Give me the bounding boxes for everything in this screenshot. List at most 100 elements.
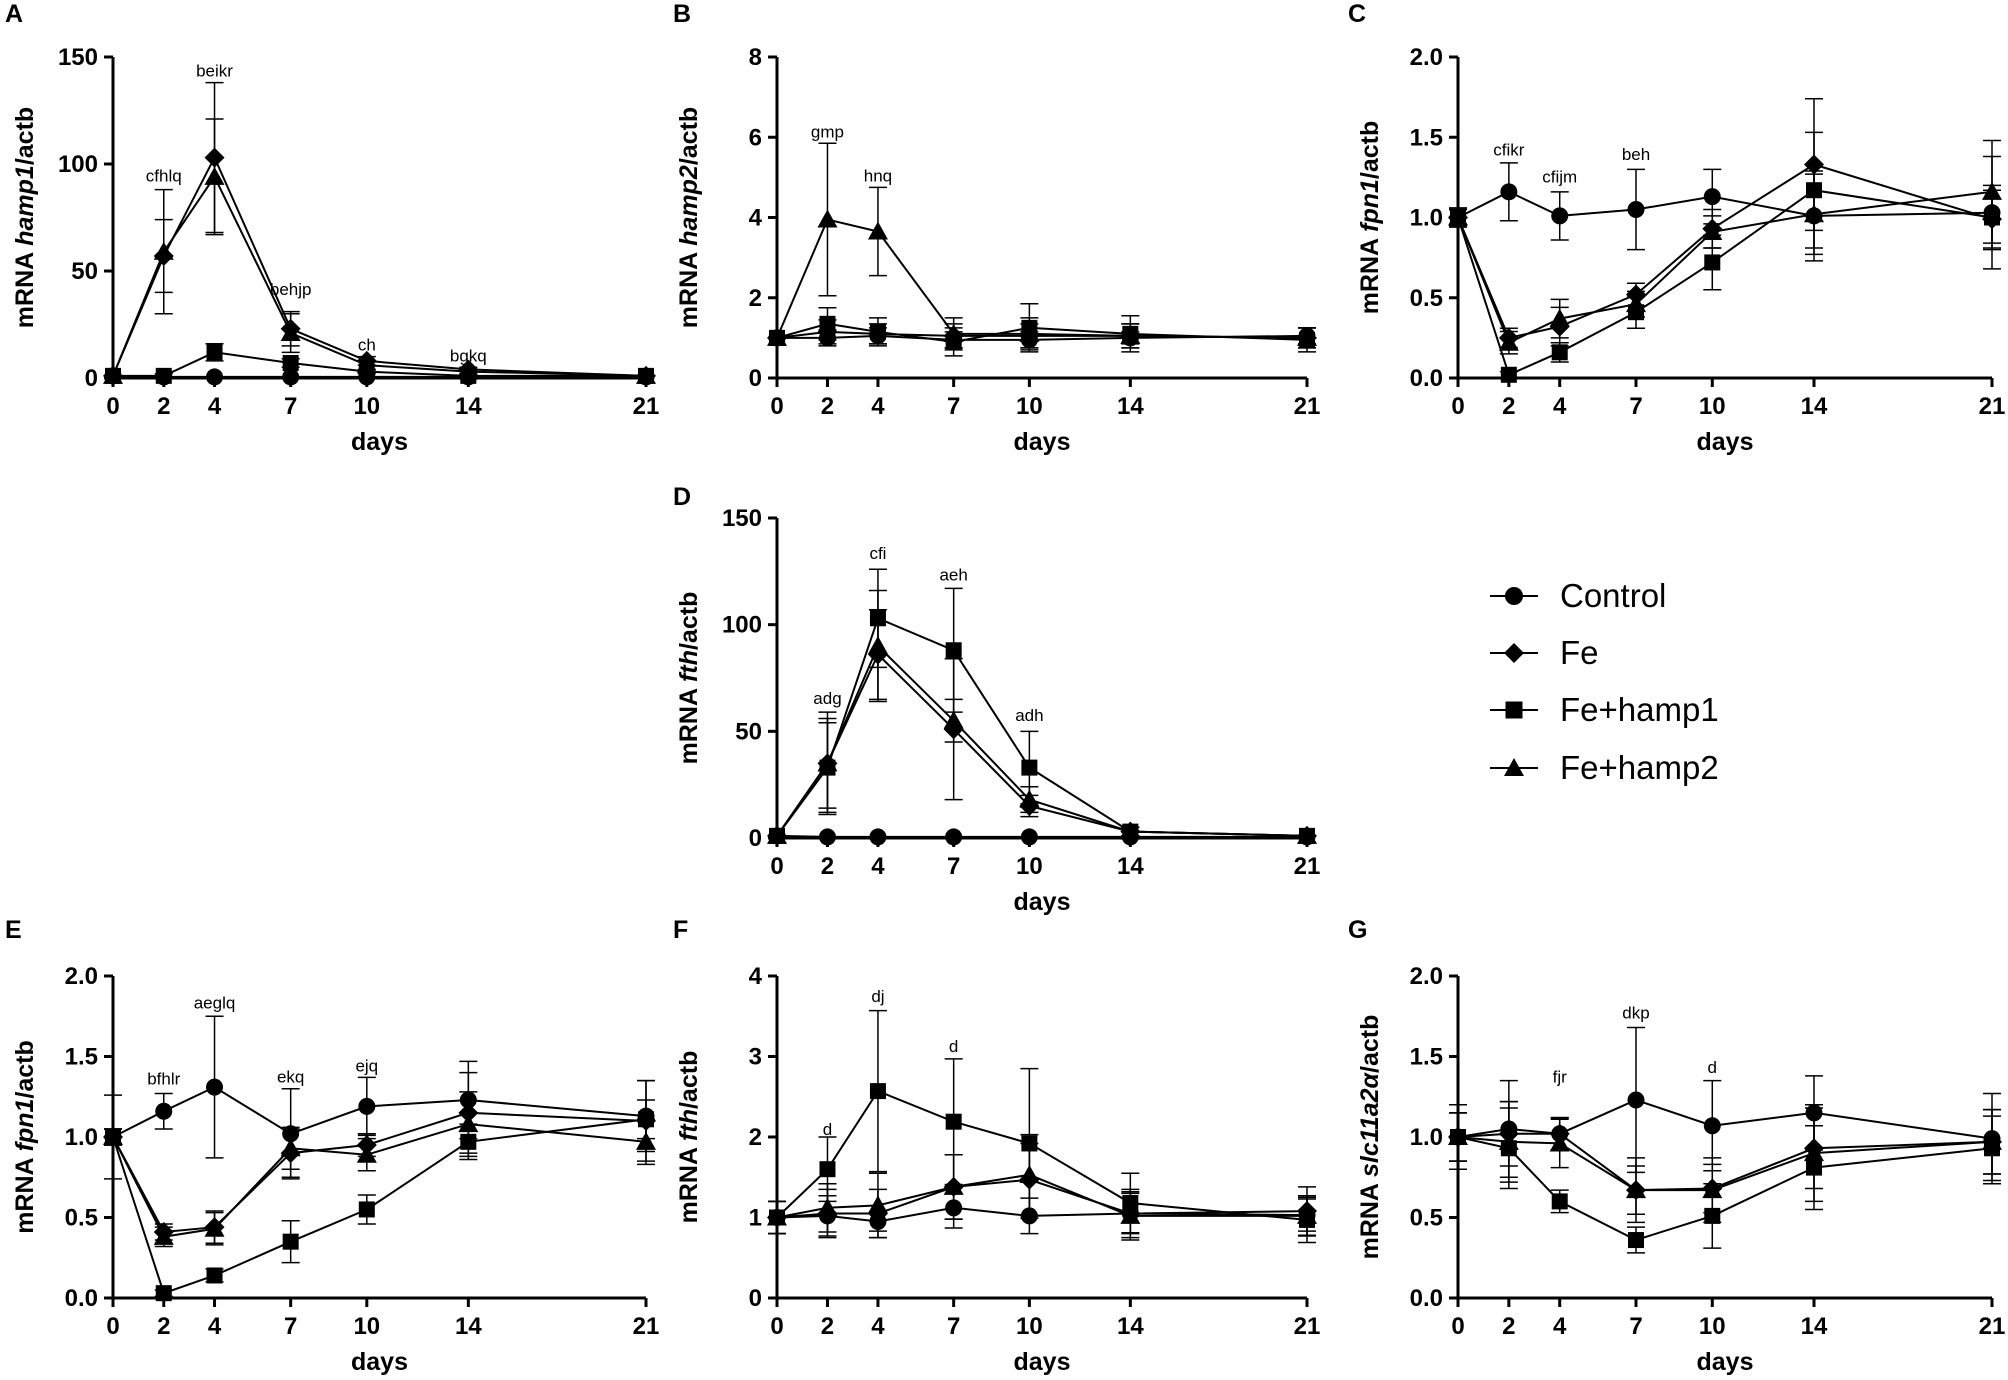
- y-tick-label-c-4: 2.0: [1410, 44, 1443, 71]
- point-a-fe-hamp2-2: [204, 166, 225, 185]
- point-e-fe-hamp1-1: [155, 1285, 172, 1302]
- point-c-fe-hamp2-5: [1804, 204, 1824, 223]
- x-tick-label-b-3: 7: [947, 393, 960, 420]
- point-c-fe-hamp1-4: [1704, 254, 1721, 271]
- x-tick-label-f-2: 4: [871, 1313, 885, 1340]
- x-tick-label-a-0: 0: [106, 393, 119, 420]
- point-g-fe-hamp2-1: [1498, 1131, 1519, 1150]
- legend-label-control: Control: [1560, 577, 1666, 614]
- x-tick-label-a-1: 2: [157, 393, 170, 420]
- point-g-fe-hamp2-0: [1448, 1127, 1468, 1145]
- legend-marker-fe-hamp2: [1504, 758, 1524, 776]
- annotation-d-0: adg: [813, 689, 841, 708]
- point-e-fe-hamp1-2: [206, 1267, 223, 1284]
- series-line-f-fe-hamp2: [776, 1173, 1307, 1219]
- y-tick-label-a-0: 0: [85, 365, 98, 392]
- x-axis-label-f: days: [1014, 1348, 1071, 1376]
- point-d-control-3: [945, 828, 963, 846]
- x-tick-label-f-0: 0: [770, 1313, 783, 1340]
- y-axis-label-d: mRNA fth/actb: [675, 592, 703, 765]
- point-d-fe-hamp2-4: [1019, 789, 1040, 808]
- x-tick-label-c-0: 0: [1451, 393, 1464, 420]
- x-tick-label-c-3: 7: [1629, 393, 1642, 420]
- series-c-fe-hamp1: [1449, 131, 2001, 383]
- legend-marker-fe-hamp1: [1505, 701, 1523, 719]
- y-tick-label-d-3: 150: [722, 505, 762, 532]
- x-tick-label-d-6: 21: [1294, 853, 1321, 880]
- panel-letter-f: F: [673, 916, 688, 944]
- series-g-fe-hamp2: [1448, 1100, 2002, 1224]
- x-tick-label-d-5: 14: [1117, 853, 1144, 880]
- point-d-fe-hamp2-1: [817, 753, 838, 772]
- point-e-fe-hamp1-3: [282, 1233, 299, 1250]
- point-c-fe-hamp2-0: [1448, 207, 1468, 226]
- point-b-fe-hamp2-2: [867, 221, 888, 240]
- point-g-fe-hamp2-3: [1626, 1180, 1646, 1199]
- x-tick-label-a-3: 7: [284, 393, 297, 420]
- x-tick-label-f-3: 7: [947, 1313, 960, 1340]
- annotation-a-2: behjp: [270, 280, 312, 299]
- legend-marker-fe: [1504, 643, 1524, 663]
- y-axis-label-suffix-d: /actb: [675, 592, 703, 650]
- annotation-e-0: bfhlr: [147, 1069, 180, 1088]
- y-axis-label-e: mRNA fpn1/actb: [11, 1040, 39, 1234]
- y-axis-label-prefix-a: mRNA: [11, 246, 39, 328]
- point-a-fe-hamp2-5: [458, 361, 479, 380]
- y-tick-label-g-0: 0.0: [1410, 1285, 1443, 1312]
- x-tick-label-e-0: 0: [106, 1313, 119, 1340]
- annotation-c-0: cfikr: [1493, 140, 1525, 159]
- series-line-b-fe-hamp2: [776, 218, 1308, 339]
- annotation-a-3: ch: [358, 336, 376, 355]
- point-e-control-2: [206, 1078, 224, 1096]
- x-axis-label-g: days: [1697, 1348, 1754, 1376]
- series-line-d-control: [776, 834, 1307, 838]
- x-axis-label-d: days: [1014, 888, 1071, 916]
- series-g-fe: [1448, 1100, 2002, 1216]
- y-tick-label-e-4: 2.0: [65, 963, 98, 990]
- point-e-fe-hamp2-3: [280, 1138, 301, 1157]
- series-e-fe-hamp2: [103, 1091, 656, 1248]
- point-g-fe-hamp2-4: [1702, 1180, 1723, 1199]
- x-tick-label-g-1: 2: [1502, 1313, 1515, 1340]
- point-a-fe-hamp2-0: [103, 365, 123, 384]
- point-d-fe-hamp1-4: [1021, 759, 1038, 776]
- y-axis-label-gene-c: fpn1: [1356, 179, 1384, 232]
- x-tick-label-b-0: 0: [770, 393, 783, 420]
- y-tick-label-e-3: 1.5: [65, 1044, 98, 1071]
- y-axis-label-suffix-g: /actb: [1356, 1015, 1384, 1073]
- point-e-fe-hamp2-1: [153, 1226, 174, 1245]
- point-c-fe-hamp2-3: [1626, 294, 1646, 313]
- y-axis-label-suffix-b: /actb: [675, 107, 703, 165]
- point-c-fe-hamp2-1: [1498, 332, 1519, 351]
- point-g-fe-hamp1-2: [1551, 1193, 1568, 1210]
- point-c-fe-hamp2-2: [1549, 308, 1570, 327]
- series-e-control: [104, 1015, 655, 1180]
- x-tick-label-a-4: 10: [353, 393, 380, 420]
- point-d-fe-hamp2-5: [1120, 821, 1141, 840]
- x-tick-label-g-0: 0: [1451, 1313, 1464, 1340]
- series-a-fe: [103, 81, 656, 386]
- y-axis-label-prefix-g: mRNA: [1356, 1177, 1384, 1259]
- point-a-fe-hamp1-1: [155, 367, 172, 384]
- series-d-fe: [767, 608, 1317, 846]
- panel-b: B 0 2 4 6 8 0 2 4 7 10 14 21 days mRNA hamp2/actb gmp hn…: [673, 0, 1320, 456]
- point-f-fe-hamp2-6: [1297, 1205, 1317, 1224]
- y-tick-label-g-1: 0.5: [1410, 1205, 1443, 1232]
- y-tick-label-b-3: 6: [749, 124, 762, 151]
- point-b-fe-hamp2-0: [767, 327, 787, 346]
- y-axis-label-a: mRNA hamp1/actb: [11, 107, 39, 328]
- point-c-control-2: [1551, 207, 1569, 225]
- series-line-d-fe-hamp2: [776, 644, 1308, 837]
- annotation-g-1: dkp: [1622, 1003, 1649, 1022]
- y-tick-label-b-4: 8: [749, 44, 762, 71]
- point-a-fe-hamp1-2: [206, 344, 223, 361]
- panel-letter-a: A: [5, 0, 23, 28]
- series-c-fe-hamp2: [1448, 139, 2002, 355]
- y-axis-label-prefix-c: mRNA: [1356, 232, 1384, 314]
- y-tick-label-e-1: 0.5: [65, 1205, 98, 1232]
- series-f-fe: [767, 1142, 1317, 1239]
- point-e-fe-hamp2-2: [204, 1218, 225, 1237]
- point-g-fe-hamp2-6: [1982, 1131, 2002, 1150]
- point-a-control-2: [206, 368, 224, 386]
- point-c-control-3: [1627, 200, 1645, 218]
